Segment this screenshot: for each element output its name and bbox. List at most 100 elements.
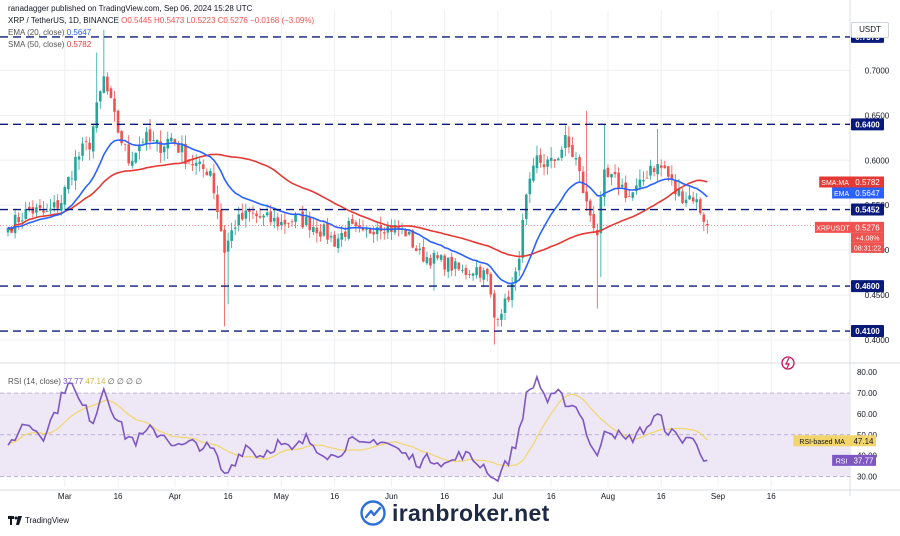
- candle-body: [642, 180, 645, 182]
- candle-body: [475, 267, 478, 276]
- candle-body: [535, 155, 539, 169]
- price-tag: [851, 176, 884, 188]
- candle-body: [326, 223, 329, 240]
- level-tag-label: 0.4600: [855, 282, 880, 291]
- rsi-tag-title-box: [832, 454, 851, 466]
- time-tick-label: 16: [440, 492, 449, 501]
- candle-body: [269, 211, 272, 223]
- candle-body: [677, 188, 681, 196]
- price-tag-value: 0.5647: [855, 189, 880, 198]
- rsi-tag: [851, 435, 876, 447]
- candle-body: [170, 137, 173, 142]
- candle-body: [688, 195, 691, 200]
- candle-body: [571, 144, 574, 158]
- level-tag: [851, 325, 884, 338]
- price-tag-title: SMA:MA: [821, 180, 849, 187]
- time-axis: Mar 16 Apr 16 May 16 Jun 16 Jul 16 Aug 16 Sep 16: [58, 492, 776, 501]
- candle-body: [379, 225, 383, 232]
- candle-body: [358, 225, 361, 229]
- candle-body: [63, 187, 67, 205]
- candle-body: [620, 184, 624, 187]
- candle-body: [74, 156, 77, 181]
- candle-body: [698, 199, 702, 214]
- candle-body: [308, 217, 312, 231]
- candle-body: [336, 238, 340, 249]
- candle-body: [478, 266, 482, 278]
- candle-body: [670, 174, 674, 180]
- symbol-name: XRP / TetherUS, 1D, BINANCE: [8, 16, 119, 25]
- sma-legend-label: SMA (50, close): [8, 40, 65, 49]
- time-tick-label: 16: [547, 492, 556, 501]
- ohlc-values: O0.5445 H0.5473 L0.5223 C0.5276 −0.0168 …: [121, 16, 315, 25]
- candle-body: [564, 134, 567, 149]
- sma-legend: SMA (50, close) 0.5782: [8, 40, 91, 49]
- candle-body: [301, 211, 304, 228]
- candles: [6, 30, 709, 345]
- candle-body: [485, 268, 489, 275]
- candle-body: [283, 219, 287, 225]
- candle-body: [404, 229, 407, 237]
- candle-body: [482, 270, 485, 280]
- candle-body: [24, 208, 28, 219]
- level-tag: [851, 280, 884, 293]
- candle-body: [510, 283, 514, 300]
- level-tag-label: 0.4100: [855, 327, 880, 336]
- candle-body: [556, 158, 560, 161]
- candle-body: [155, 139, 159, 143]
- rsi-tag: [851, 454, 876, 466]
- candle-body: [532, 165, 535, 181]
- candle-body: [120, 130, 123, 144]
- candle-body: [276, 217, 280, 227]
- candle-body: [52, 202, 56, 208]
- candle-body: [216, 194, 219, 212]
- candle-body: [635, 185, 638, 192]
- time-tick-label: Sep: [711, 492, 726, 501]
- candle-body: [95, 102, 99, 129]
- price-tag-extra-box: [851, 232, 884, 243]
- candle-body: [244, 210, 248, 219]
- candle-body: [546, 159, 549, 167]
- candle-body: [667, 166, 670, 177]
- watermark-text: iranbroker.net: [392, 499, 550, 526]
- tradingview-logo-text: TradingView: [25, 516, 70, 525]
- candle-body: [13, 214, 17, 234]
- candle-body: [578, 157, 581, 172]
- candle-body: [649, 165, 652, 176]
- candle-body: [70, 178, 74, 180]
- level-tag-label: 0.5452: [855, 206, 880, 215]
- price-tag-title-box: [814, 221, 851, 233]
- candle-body: [99, 91, 102, 102]
- tradingview-logo[interactable]: TradingView: [8, 516, 69, 525]
- candle-body: [138, 144, 141, 152]
- candle-body: [574, 158, 578, 160]
- candle-body: [20, 220, 24, 222]
- sma-50-line: [7, 153, 708, 258]
- rsi-tag-title-box: [793, 435, 851, 447]
- candle-body: [354, 222, 358, 226]
- candle-body: [322, 224, 326, 236]
- candle-body: [592, 214, 596, 229]
- candle-body: [610, 173, 613, 178]
- level-tag: [851, 118, 884, 131]
- candle-body: [429, 257, 432, 266]
- candle-body: [397, 226, 400, 231]
- candle-body: [656, 164, 659, 175]
- price-tick-label: 0.4000: [865, 336, 890, 345]
- rsi-legend-extra: ∅ ∅ ∅ ∅: [107, 377, 143, 386]
- candle-body: [201, 164, 205, 170]
- currency-button[interactable]: USDT: [851, 22, 889, 38]
- candle-body: [59, 202, 63, 211]
- candle-body: [691, 197, 695, 202]
- candle-body: [432, 252, 436, 264]
- candle-body: [627, 196, 631, 198]
- rsi-legend-value: 37.77: [63, 377, 84, 386]
- candle-body: [347, 220, 351, 239]
- candle-body: [645, 177, 649, 179]
- level-tag: [851, 203, 884, 216]
- candle-body: [681, 191, 684, 203]
- candle-body: [468, 274, 471, 275]
- candle-body: [489, 273, 493, 295]
- candle-body: [446, 257, 450, 272]
- candle-body: [500, 313, 503, 320]
- candle-body: [45, 211, 49, 212]
